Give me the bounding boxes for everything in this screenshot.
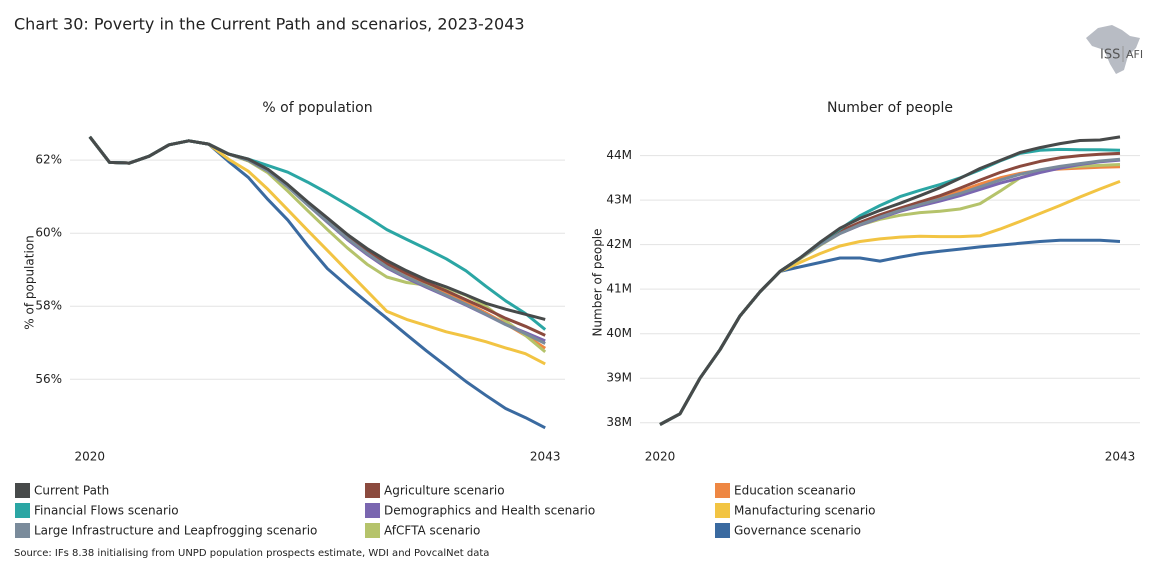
series-line [659, 147, 1121, 426]
chart-subtitle: % of population [262, 100, 372, 116]
series-line [88, 135, 546, 321]
y-tick-label: 60% [35, 226, 62, 240]
legend-label: Demographics and Health scenario [384, 504, 595, 518]
legend-swatch [365, 483, 380, 498]
legend-swatch [715, 483, 730, 498]
legend-label: Education sceanario [734, 484, 856, 498]
legend-swatch [365, 503, 380, 518]
y-tick-label: 39M [606, 371, 632, 385]
y-axis-label: Number of people [591, 228, 605, 336]
legend-swatch [15, 483, 30, 498]
series-line [88, 135, 546, 430]
page-title: Chart 30: Poverty in the Current Path an… [14, 15, 525, 34]
x-tick-label: 2043 [530, 450, 561, 464]
legend-label: Current Path [34, 484, 109, 498]
y-tick-label: 38M [606, 415, 632, 429]
logo: ISS AFI [1086, 25, 1143, 74]
y-tick-label: 42M [606, 237, 632, 251]
y-tick-label: 56% [35, 372, 62, 386]
logo-map [1086, 25, 1140, 74]
legend-label: AfCFTA scenario [384, 524, 480, 538]
series-line [659, 135, 1121, 426]
legend-label: Agriculture scenario [384, 484, 505, 498]
series-line [659, 157, 1121, 426]
y-tick-label: 41M [606, 282, 632, 296]
y-tick-label: 43M [606, 193, 632, 207]
source-note: Source: IFs 8.38 initialising from UNPD … [14, 548, 489, 559]
series-line [88, 135, 547, 350]
legend-swatch [15, 523, 30, 538]
series-line [88, 135, 546, 366]
x-tick-label: 2020 [645, 450, 676, 464]
x-tick-label: 2020 [75, 450, 106, 464]
series-line [88, 135, 546, 337]
legend-swatch [715, 523, 730, 538]
y-tick-label: 58% [35, 299, 62, 313]
y-axis-label: % of population [23, 235, 37, 329]
legend-label: Governance scenario [734, 524, 861, 538]
legend-swatch [715, 503, 730, 518]
legend-swatch [365, 523, 380, 538]
legend-label: Large Infrastructure and Leapfrogging sc… [34, 524, 317, 538]
logo-text: ISS [1100, 48, 1120, 63]
y-tick-label: 40M [606, 326, 632, 340]
chart-subtitle: Number of people [827, 100, 953, 116]
legend-label: Financial Flows scenario [34, 504, 179, 518]
series-line [88, 135, 547, 354]
logo-text: AFI [1126, 48, 1143, 61]
y-tick-label: 62% [35, 153, 62, 167]
series-line [659, 163, 1121, 426]
legend-label: Manufacturing scenario [734, 504, 876, 518]
x-tick-label: 2043 [1105, 450, 1136, 464]
legend-swatch [15, 503, 30, 518]
y-tick-label: 44M [606, 148, 632, 162]
